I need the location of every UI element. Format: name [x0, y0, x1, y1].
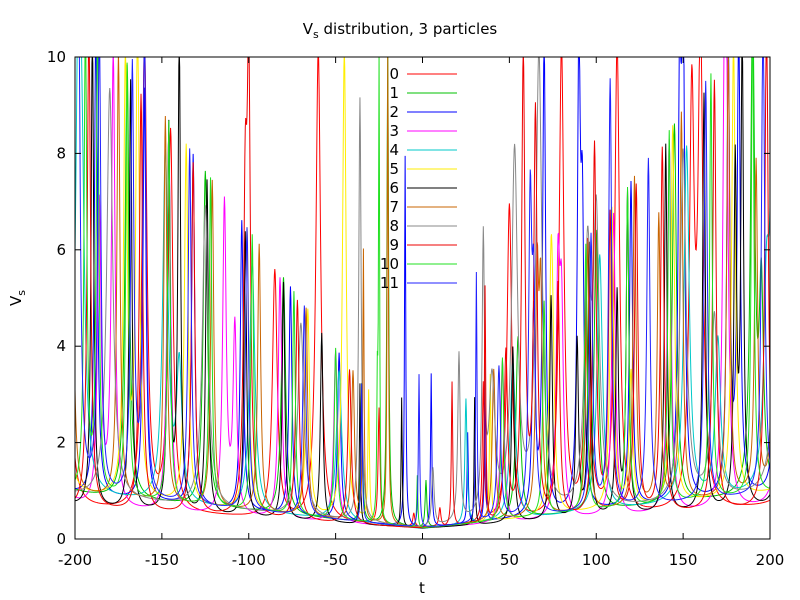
- y-tick-label: 0: [56, 530, 66, 548]
- legend-label: 0: [389, 65, 399, 83]
- x-tick-label: 50: [500, 551, 519, 569]
- legend-label: 3: [389, 122, 399, 140]
- legend-label: 10: [380, 255, 399, 273]
- x-tick-label: 0: [418, 551, 428, 569]
- series-line-3: [75, 57, 770, 529]
- x-tick-label: 150: [669, 551, 698, 569]
- y-tick-label: 10: [47, 48, 66, 66]
- series-line-8: [75, 57, 770, 527]
- y-tick-label: 4: [56, 337, 66, 355]
- x-tick-label: -200: [58, 551, 92, 569]
- legend-label: 4: [389, 141, 399, 159]
- x-tick-label: 200: [756, 551, 785, 569]
- legend-label: 11: [380, 274, 399, 292]
- series-line-10: [75, 57, 770, 528]
- x-axis: -200 -150 -100 -50 0 50 100 150 200: [58, 57, 784, 569]
- x-tick-label: -150: [145, 551, 179, 569]
- series-line-6: [75, 57, 770, 529]
- x-tick-label: 100: [582, 551, 611, 569]
- series-line-4: [75, 57, 770, 529]
- legend-label: 8: [389, 217, 399, 235]
- series-line-0: [75, 57, 770, 528]
- legend-label: 2: [389, 103, 399, 121]
- y-axis-label: Vs: [7, 290, 28, 306]
- legend-label: 6: [389, 179, 399, 197]
- x-tick-label: -100: [232, 551, 266, 569]
- legend-label: 7: [389, 198, 399, 216]
- y-tick-label: 6: [56, 241, 66, 259]
- series-layer: [75, 57, 770, 529]
- series-line-5: [75, 57, 770, 529]
- chart-title: Vs distribution, 3 particles: [303, 20, 498, 41]
- legend-label: 9: [389, 236, 399, 254]
- y-tick-label: 8: [56, 144, 66, 162]
- legend-label: 5: [389, 160, 399, 178]
- series-line-11: [78, 57, 770, 527]
- legend-label: 1: [389, 84, 399, 102]
- series-line-1: [75, 57, 770, 527]
- series-line-2: [75, 57, 770, 527]
- x-axis-label: t: [419, 579, 425, 597]
- series-line-9: [75, 57, 770, 529]
- x-tick-label: -50: [323, 551, 348, 569]
- series-line-7: [75, 57, 770, 529]
- y-tick-label: 2: [56, 434, 66, 452]
